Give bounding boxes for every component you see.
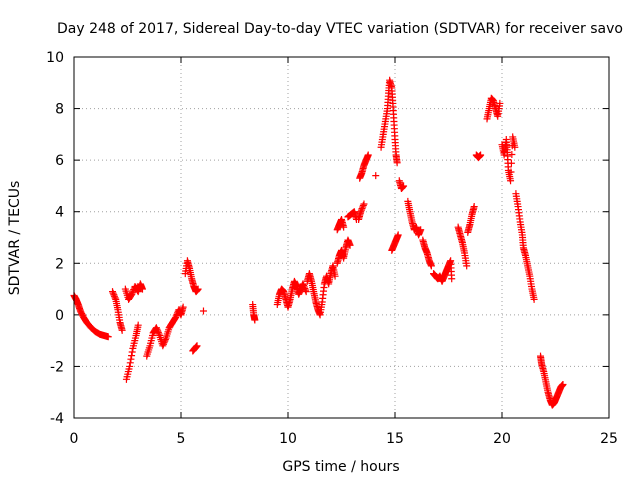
data-point: [358, 205, 366, 213]
data-point: [159, 342, 167, 350]
data-point: [160, 339, 168, 347]
data-point: [427, 262, 435, 270]
data-point: [340, 223, 348, 231]
data-point: [359, 202, 367, 210]
data-point: [302, 288, 310, 296]
y-tick-label: 6: [55, 153, 64, 169]
data-point: [138, 285, 146, 293]
y-axis-label: SDTVAR / TECUs: [7, 181, 23, 296]
data-point: [172, 312, 180, 320]
data-point: [448, 275, 456, 283]
plot-frame: [73, 56, 610, 419]
data-point: [299, 280, 307, 288]
data-point: [496, 99, 504, 107]
data-point: [110, 291, 118, 299]
grid: [74, 57, 609, 418]
data-point: [251, 316, 259, 324]
x-axis-label: GPS time / hours: [282, 459, 399, 475]
data-points: [70, 76, 567, 409]
data-point: [507, 177, 515, 185]
data-point: [110, 292, 118, 300]
data-point: [507, 168, 515, 176]
y-tick-label: 0: [55, 308, 64, 324]
data-point: [463, 262, 471, 270]
data-point: [128, 289, 136, 297]
x-tick-label: 10: [279, 431, 297, 447]
data-point: [153, 325, 161, 333]
data-point: [393, 159, 401, 167]
data-point: [154, 328, 162, 336]
data-point: [477, 151, 485, 159]
data-point: [118, 326, 126, 334]
data-point: [127, 355, 135, 363]
data-point: [161, 337, 169, 345]
y-tick-label: -2: [50, 359, 64, 375]
y-tick-label: 10: [46, 50, 64, 66]
data-point: [179, 303, 187, 311]
data-point: [508, 150, 516, 158]
data-point: [193, 342, 201, 350]
data-point: [470, 203, 478, 211]
data-point: [161, 336, 169, 344]
data-point: [394, 231, 402, 239]
data-point: [346, 241, 354, 249]
y-tick-label: 4: [55, 205, 64, 221]
x-tick-label: 15: [386, 431, 404, 447]
data-point: [199, 307, 207, 315]
data-point: [417, 226, 425, 234]
data-point: [400, 182, 408, 190]
data-point: [109, 288, 117, 296]
data-point: [357, 208, 365, 216]
x-tick-label: 5: [177, 431, 186, 447]
data-point: [301, 285, 309, 293]
axis-ticks: [73, 56, 610, 419]
data-point: [364, 151, 372, 159]
data-point: [152, 324, 160, 332]
data-point: [511, 143, 519, 151]
data-point: [530, 295, 538, 303]
data-point: [359, 203, 367, 211]
tick-labels: 0 5 10 15 20 25 -4 -2 0 2 4 6 8 10: [46, 50, 618, 447]
chart-title: Day 248 of 2017, Sidereal Day-to-day VTE…: [57, 21, 623, 37]
data-point: [360, 200, 368, 208]
data-point: [559, 380, 567, 388]
data-point: [300, 283, 308, 291]
data-point: [172, 313, 180, 321]
y-tick-label: -4: [50, 411, 64, 427]
data-point: [302, 286, 310, 294]
data-point: [154, 327, 162, 335]
data-point: [194, 285, 202, 293]
data-point: [155, 330, 163, 338]
x-tick-label: 0: [70, 431, 79, 447]
x-tick-label: 25: [600, 431, 618, 447]
data-point: [128, 290, 136, 298]
x-tick-label: 20: [493, 431, 511, 447]
data-point: [128, 348, 136, 356]
y-tick-label: 8: [55, 102, 64, 118]
data-point: [109, 289, 117, 297]
data-point: [126, 362, 134, 370]
data-point: [357, 206, 365, 214]
data-point: [126, 359, 134, 367]
data-point: [111, 294, 119, 302]
data-point: [104, 333, 112, 341]
data-point: [134, 321, 142, 329]
data-point: [159, 340, 167, 348]
data-point: [372, 172, 380, 180]
data-point: [128, 352, 136, 360]
data-point: [507, 159, 515, 167]
data-point: [300, 281, 308, 289]
y-tick-label: 2: [55, 256, 64, 272]
data-point: [331, 272, 339, 280]
